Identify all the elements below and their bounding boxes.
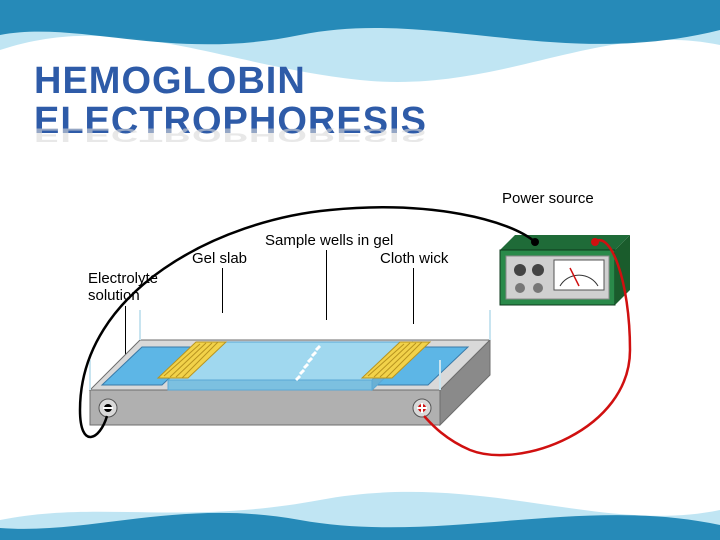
power-source-unit	[500, 235, 630, 305]
negative-terminal	[99, 399, 117, 417]
slide-title-reflection: Electrophoresis	[34, 124, 427, 144]
electrophoresis-diagram: Power source Sample wells in gel Gel sla…	[70, 190, 660, 510]
positive-terminal	[413, 399, 431, 417]
title-line-1: Hemoglobin	[34, 60, 306, 102]
apparatus-svg	[70, 190, 660, 510]
electrophoresis-tray	[90, 310, 490, 425]
slide-title-block: Hemoglobin Electrophoresis Electrophores…	[34, 62, 427, 184]
